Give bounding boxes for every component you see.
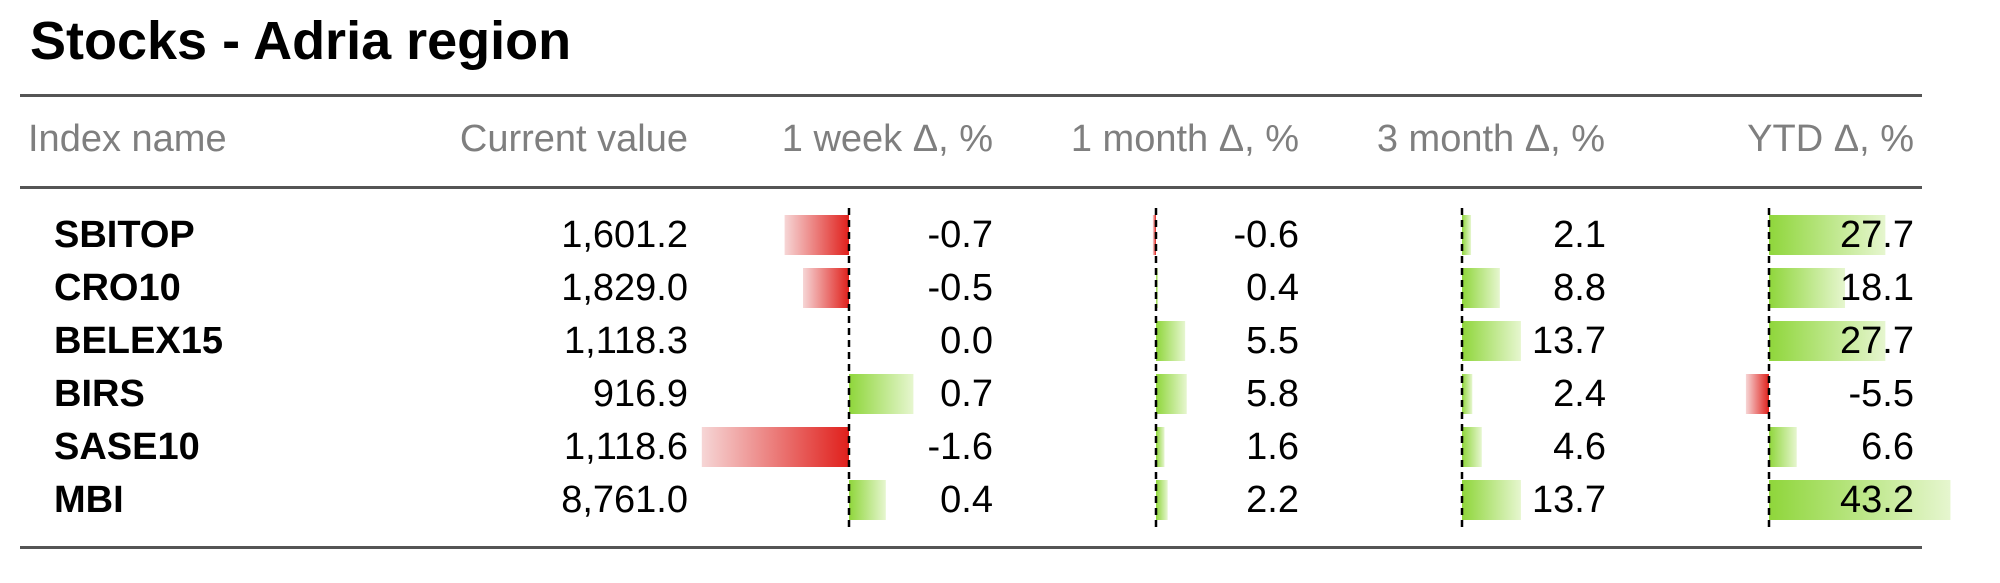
cell-index-name: SASE10 <box>54 426 200 468</box>
delta-bar-1-month <box>1152 215 1156 255</box>
delta-bar-3-month <box>1462 374 1473 414</box>
header-1-month: 1 month Δ, % <box>1070 118 1299 160</box>
delta-bar-1-month <box>1156 374 1187 414</box>
cell-delta-ytd: 27.7 <box>1840 320 1914 362</box>
delta-bar-ytd <box>1745 374 1769 414</box>
cell-current-value: 1,601.2 <box>561 214 688 256</box>
cell-delta-1-week: -0.7 <box>927 214 993 256</box>
cell-delta-3-month: 13.7 <box>1532 479 1606 521</box>
delta-bar-1-month <box>1156 268 1159 308</box>
cell-delta-1-week: 0.7 <box>940 373 993 415</box>
cell-current-value: 1,118.6 <box>564 426 688 468</box>
cell-delta-3-month: 13.7 <box>1532 320 1606 362</box>
bottom-rule <box>20 546 1922 549</box>
cell-delta-ytd: 18.1 <box>1840 267 1914 309</box>
header-3-month: 3 month Δ, % <box>1376 118 1605 160</box>
cell-delta-3-month: 2.4 <box>1553 373 1606 415</box>
cell-index-name: MBI <box>54 479 124 521</box>
header-ytd: YTD Δ, % <box>1747 118 1914 160</box>
delta-bar-3-month <box>1462 427 1482 467</box>
cell-delta-1-week: -1.6 <box>927 426 993 468</box>
cell-current-value: 1,829.0 <box>561 267 688 309</box>
delta-bar-3-month <box>1462 321 1521 361</box>
cell-delta-1-week: -0.5 <box>927 267 993 309</box>
cell-delta-1-month: -0.6 <box>1233 214 1299 256</box>
delta-bar-1-week <box>701 427 849 467</box>
delta-bar-ytd <box>1769 480 1951 520</box>
delta-bar-1-week <box>784 215 849 255</box>
cell-delta-3-month: 4.6 <box>1553 426 1606 468</box>
delta-bar-3-month <box>1462 480 1521 520</box>
cell-index-name: CRO10 <box>54 267 181 309</box>
delta-bar-ytd <box>1769 215 1886 255</box>
cell-current-value: 8,761.0 <box>561 479 688 521</box>
cell-delta-1-week: 0.0 <box>940 320 993 362</box>
cell-delta-1-month: 1.6 <box>1246 426 1299 468</box>
delta-bar-1-week <box>803 268 849 308</box>
delta-bar-1-month <box>1156 480 1168 520</box>
header-index-name: Index name <box>28 118 227 160</box>
delta-bar-ytd <box>1769 268 1846 308</box>
cell-delta-1-month: 2.2 <box>1246 479 1299 521</box>
cell-current-value: 916.9 <box>592 373 688 415</box>
cell-delta-3-month: 2.1 <box>1553 214 1606 256</box>
cell-delta-ytd: -5.5 <box>1848 373 1914 415</box>
delta-bar-3-month <box>1462 268 1500 308</box>
cell-delta-ytd: 6.6 <box>1861 426 1914 468</box>
cell-delta-1-week: 0.4 <box>940 479 993 521</box>
cell-index-name: SBITOP <box>54 214 195 256</box>
cell-index-name: BIRS <box>54 373 145 415</box>
cell-current-value: 1,118.3 <box>564 320 688 362</box>
cell-delta-3-month: 8.8 <box>1553 267 1606 309</box>
delta-bar-ytd <box>1769 427 1797 467</box>
delta-bar-1-week <box>849 374 914 414</box>
delta-bar-1-month <box>1156 427 1165 467</box>
top-rule <box>20 94 1922 97</box>
delta-bar-3-month <box>1462 215 1472 255</box>
cell-delta-1-month: 5.5 <box>1246 320 1299 362</box>
delta-bar-1-week <box>849 480 886 520</box>
cell-delta-1-month: 0.4 <box>1246 267 1299 309</box>
cell-delta-ytd: 43.2 <box>1840 479 1914 521</box>
delta-bar-1-month <box>1156 321 1186 361</box>
cell-delta-ytd: 27.7 <box>1840 214 1914 256</box>
page-title: Stocks - Adria region <box>30 11 572 71</box>
delta-bar-ytd <box>1769 321 1886 361</box>
header-1-week: 1 week Δ, % <box>781 118 993 160</box>
header-rule <box>20 186 1922 189</box>
cell-index-name: BELEX15 <box>54 320 223 362</box>
header-current-value: Current value <box>459 118 688 160</box>
cell-delta-1-month: 5.8 <box>1246 373 1299 415</box>
